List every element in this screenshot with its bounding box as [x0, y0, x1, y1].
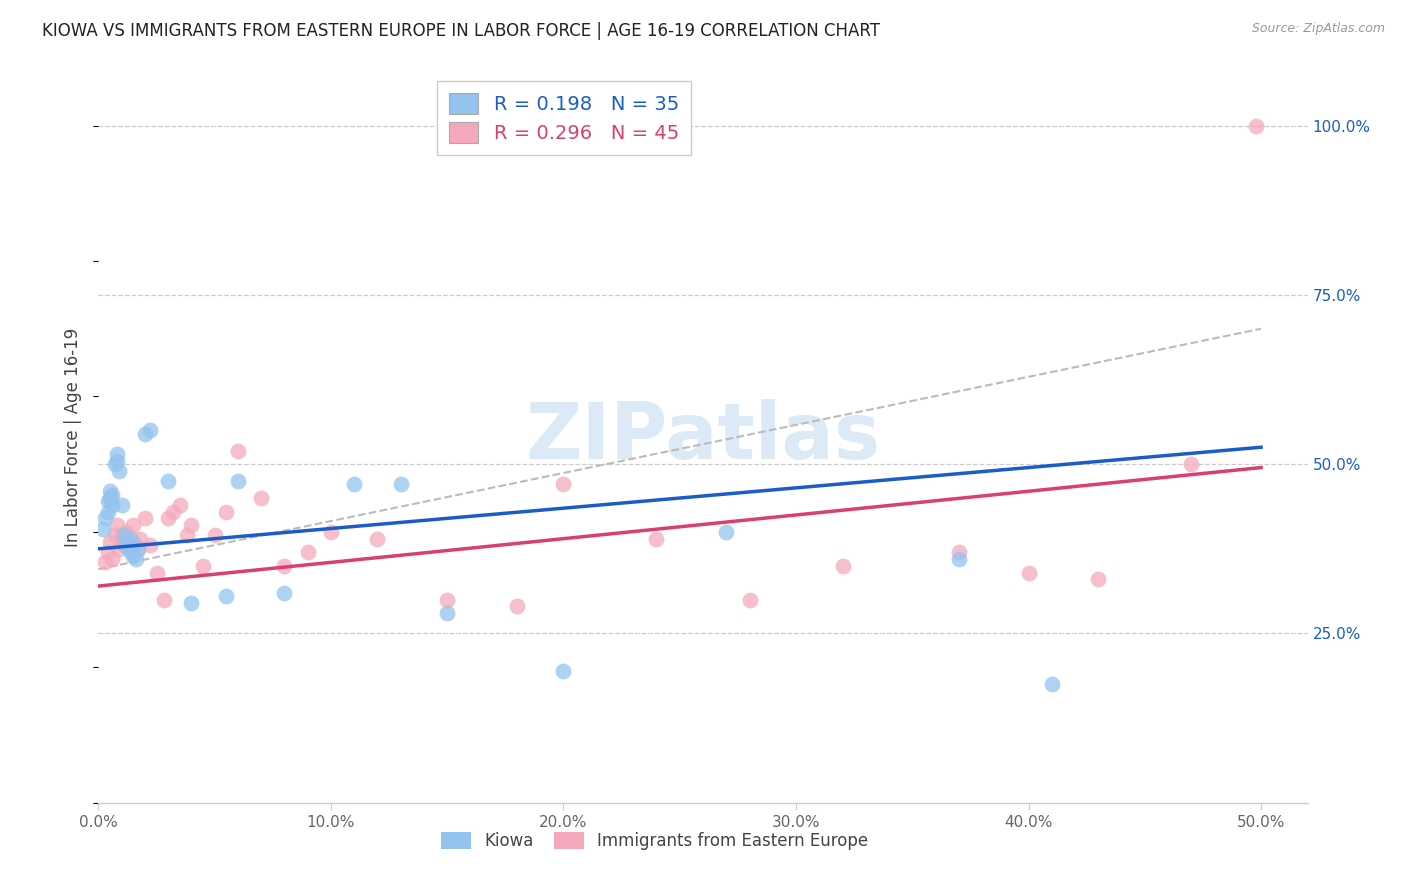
Text: Source: ZipAtlas.com: Source: ZipAtlas.com: [1251, 22, 1385, 36]
Point: [152, 592, 174, 607]
Point: [108, 541, 131, 556]
Point: [97, 494, 120, 508]
Point: [180, 596, 202, 610]
Point: [297, 545, 319, 559]
Point: [343, 477, 366, 491]
Point: [1018, 566, 1040, 580]
Point: [145, 566, 167, 580]
Point: [215, 589, 238, 603]
Point: [436, 592, 458, 607]
Point: [169, 498, 191, 512]
Point: [191, 558, 214, 573]
Point: [101, 498, 124, 512]
Point: [101, 488, 124, 502]
Point: [273, 586, 295, 600]
Point: [112, 528, 135, 542]
Point: [124, 552, 146, 566]
Point: [124, 538, 146, 552]
Point: [176, 528, 198, 542]
Point: [118, 541, 141, 556]
Point: [157, 474, 180, 488]
Point: [553, 477, 575, 491]
Point: [104, 528, 127, 542]
Point: [112, 538, 135, 552]
Point: [1040, 677, 1063, 691]
Point: [389, 477, 412, 491]
Point: [115, 538, 138, 552]
Point: [105, 447, 128, 461]
Point: [319, 524, 342, 539]
Point: [129, 532, 152, 546]
Point: [127, 541, 149, 556]
Text: KIOWA VS IMMIGRANTS FROM EASTERN EUROPE IN LABOR FORCE | AGE 16-19 CORRELATION C: KIOWA VS IMMIGRANTS FROM EASTERN EUROPE …: [42, 22, 880, 40]
Point: [115, 524, 138, 539]
Point: [948, 545, 970, 559]
Point: [831, 558, 853, 573]
Point: [162, 505, 184, 519]
Point: [157, 511, 180, 525]
Point: [138, 423, 160, 437]
Point: [506, 599, 529, 614]
Point: [105, 454, 128, 468]
Point: [226, 443, 249, 458]
Point: [98, 491, 121, 505]
Point: [1180, 457, 1202, 471]
Point: [204, 528, 226, 542]
Point: [134, 511, 156, 525]
Point: [105, 518, 128, 533]
Point: [101, 552, 124, 566]
Legend: Kiowa, Immigrants from Eastern Europe: Kiowa, Immigrants from Eastern Europe: [434, 825, 875, 856]
Point: [366, 532, 388, 546]
Point: [120, 541, 142, 556]
Point: [436, 606, 458, 620]
Y-axis label: In Labor Force | Age 16-19: In Labor Force | Age 16-19: [65, 327, 83, 547]
Point: [94, 555, 117, 569]
Point: [91, 521, 114, 535]
Point: [138, 538, 160, 552]
Point: [738, 592, 761, 607]
Point: [645, 532, 668, 546]
Point: [122, 518, 145, 533]
Point: [111, 498, 134, 512]
Point: [94, 511, 117, 525]
Point: [273, 558, 295, 573]
Point: [120, 532, 142, 546]
Point: [215, 505, 238, 519]
Point: [226, 474, 249, 488]
Point: [1087, 572, 1109, 586]
Point: [948, 552, 970, 566]
Text: ZIPatlas: ZIPatlas: [526, 399, 880, 475]
Point: [553, 664, 575, 678]
Point: [104, 457, 127, 471]
Point: [98, 484, 121, 499]
Point: [122, 549, 145, 563]
Point: [97, 505, 120, 519]
Point: [118, 535, 141, 549]
Point: [1246, 119, 1268, 133]
Point: [134, 426, 156, 441]
Point: [108, 464, 131, 478]
Point: [120, 545, 142, 559]
Point: [180, 518, 202, 533]
Point: [716, 524, 738, 539]
Point: [97, 545, 120, 559]
Point: [111, 528, 134, 542]
Point: [127, 541, 149, 556]
Point: [98, 535, 121, 549]
Point: [250, 491, 273, 505]
